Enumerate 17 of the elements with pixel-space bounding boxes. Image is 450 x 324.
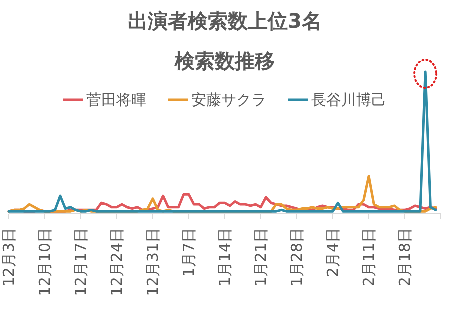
legend-label: 安藤サクラ — [192, 91, 266, 109]
legend-label: 長谷川博己 — [312, 91, 386, 109]
x-tick-label: 1月21日 — [252, 228, 270, 287]
x-tick-label: 12月10日 — [36, 228, 54, 296]
x-tick-label: 2月4日 — [324, 228, 342, 278]
x-tick-label: 1月14日 — [216, 228, 234, 287]
x-tick-label: 12月31日 — [144, 228, 162, 296]
chart-subtitle: 検索数推移 — [174, 49, 275, 73]
x-tick-label: 12月3日 — [0, 228, 18, 287]
x-tick-label: 2月11日 — [360, 228, 378, 287]
legend-label: 菅田将暉 — [86, 91, 146, 109]
x-tick-label: 12月24日 — [108, 228, 126, 296]
chart-title: 出演者検索数上位3名 — [128, 9, 322, 33]
x-tick-label: 1月28日 — [288, 228, 306, 287]
x-tick-label: 2月18日 — [396, 228, 414, 287]
x-tick-label: 1月7日 — [180, 228, 198, 278]
x-tick-label: 12月17日 — [72, 228, 90, 296]
